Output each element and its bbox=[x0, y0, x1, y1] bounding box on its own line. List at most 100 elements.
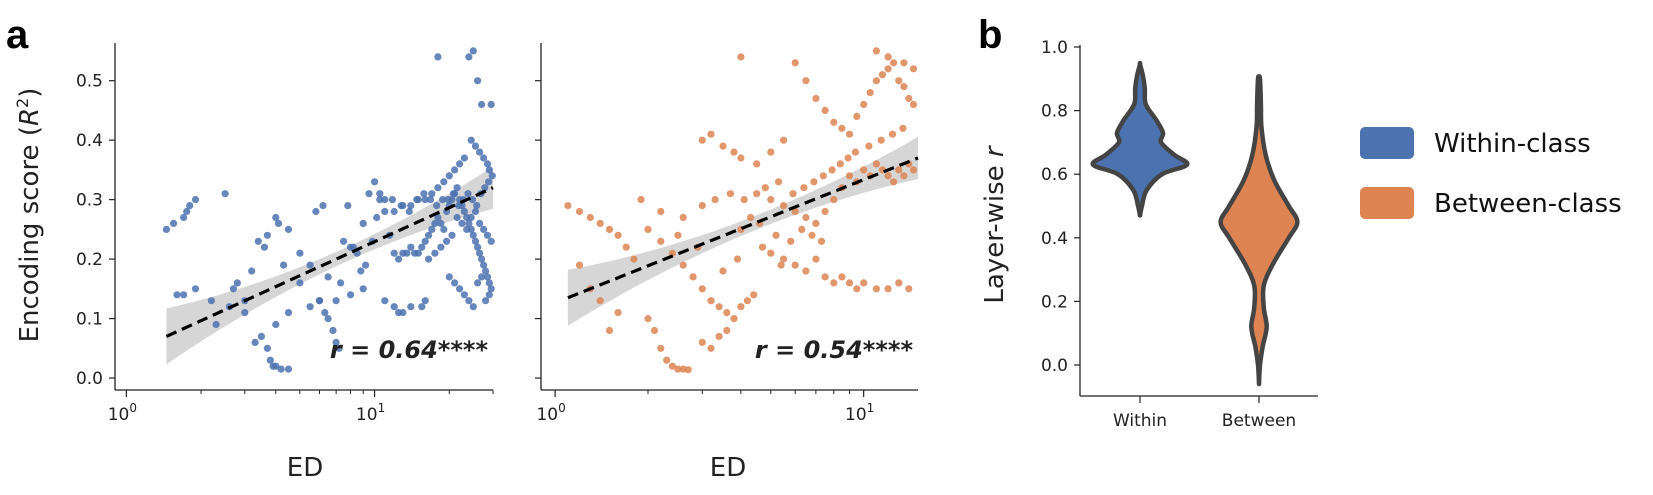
between-point bbox=[730, 148, 738, 156]
within-correlation-annotation: r = 0.64**** bbox=[330, 336, 489, 364]
between-point bbox=[758, 243, 767, 251]
between-point bbox=[872, 47, 881, 55]
between-point bbox=[668, 249, 677, 257]
within-point bbox=[346, 291, 355, 299]
between-point bbox=[895, 166, 903, 174]
within-point bbox=[443, 237, 451, 245]
within-point bbox=[471, 142, 480, 150]
within-point bbox=[471, 207, 480, 216]
within-point bbox=[332, 297, 340, 305]
within-point bbox=[162, 225, 170, 233]
between-point bbox=[674, 365, 682, 373]
between-point bbox=[798, 225, 806, 233]
within-point bbox=[191, 196, 200, 204]
between-point bbox=[730, 315, 738, 323]
within-point bbox=[233, 279, 241, 287]
within-point bbox=[381, 297, 389, 305]
legend-within-label: Within-class bbox=[1434, 129, 1591, 159]
between-point bbox=[644, 225, 652, 233]
within-point bbox=[296, 279, 304, 287]
within-point bbox=[329, 326, 337, 335]
within-point bbox=[277, 365, 285, 373]
within-point bbox=[465, 297, 473, 305]
between-point bbox=[888, 130, 897, 138]
between-point bbox=[740, 196, 748, 204]
between-point bbox=[637, 196, 645, 204]
within-point bbox=[357, 267, 365, 275]
within-point bbox=[485, 279, 493, 287]
between-point bbox=[900, 83, 908, 91]
within-point bbox=[465, 219, 473, 227]
between-point bbox=[775, 178, 783, 186]
within-point bbox=[480, 225, 488, 233]
between-point bbox=[596, 219, 604, 227]
within-point bbox=[359, 219, 367, 227]
within-point bbox=[478, 255, 486, 263]
within-point bbox=[482, 267, 490, 275]
between-point bbox=[698, 136, 706, 144]
within-point bbox=[272, 320, 280, 329]
within-point bbox=[469, 47, 477, 55]
between-point bbox=[684, 366, 692, 374]
between-point bbox=[800, 184, 808, 192]
between-point bbox=[872, 160, 881, 168]
between-point bbox=[780, 202, 788, 210]
between-point bbox=[819, 172, 827, 180]
within-point bbox=[456, 285, 464, 293]
within-point bbox=[482, 297, 490, 305]
panel-label-b: b bbox=[978, 13, 1002, 57]
within-point bbox=[373, 213, 381, 222]
within-point bbox=[420, 190, 428, 198]
between-point bbox=[838, 124, 846, 132]
within-point bbox=[434, 213, 442, 222]
between-point bbox=[830, 279, 838, 287]
within-point bbox=[335, 344, 343, 352]
within-point bbox=[480, 261, 488, 269]
within-point bbox=[376, 190, 384, 198]
between-point bbox=[723, 326, 731, 335]
within-point bbox=[405, 207, 413, 216]
between-point bbox=[753, 190, 761, 198]
between-point bbox=[737, 53, 745, 61]
between-point bbox=[789, 190, 797, 198]
within-point bbox=[478, 100, 486, 109]
within-point bbox=[183, 207, 191, 216]
within-point bbox=[455, 202, 463, 210]
between-point bbox=[605, 326, 614, 335]
within-point bbox=[390, 207, 398, 216]
within-point bbox=[445, 172, 453, 180]
between-point bbox=[865, 142, 873, 150]
between-regression-line bbox=[567, 156, 919, 300]
between-point bbox=[836, 160, 844, 168]
between-point bbox=[900, 172, 908, 180]
scatter-y-label: Encoding score (R2) bbox=[13, 88, 45, 343]
within-point bbox=[340, 237, 348, 245]
between-point bbox=[750, 291, 758, 299]
between-point bbox=[830, 118, 838, 126]
between-point bbox=[698, 202, 706, 210]
violin-x-tick-label: Within bbox=[1113, 411, 1167, 431]
between-point bbox=[780, 136, 788, 144]
violin-y-tick-label: 0.4 bbox=[1041, 229, 1068, 249]
between-point bbox=[719, 267, 727, 275]
between-point bbox=[808, 231, 816, 239]
between-point bbox=[761, 184, 769, 192]
between-point bbox=[872, 77, 881, 85]
within-point bbox=[306, 303, 314, 311]
within-point bbox=[487, 100, 495, 109]
within-point bbox=[431, 249, 439, 257]
between-point bbox=[575, 207, 584, 216]
within-y-tick-label: 0.3 bbox=[76, 191, 103, 211]
within-point bbox=[321, 309, 329, 317]
within-confidence-band bbox=[166, 166, 493, 365]
between-point bbox=[726, 190, 735, 198]
between-point bbox=[890, 59, 898, 67]
within-y-tick-label: 0.1 bbox=[76, 310, 103, 330]
within-point bbox=[471, 237, 480, 245]
within-point bbox=[425, 231, 433, 239]
within-point bbox=[474, 243, 482, 251]
between-point bbox=[909, 100, 918, 109]
within-point bbox=[173, 291, 181, 299]
within-point bbox=[469, 231, 477, 239]
within-point bbox=[359, 285, 367, 293]
